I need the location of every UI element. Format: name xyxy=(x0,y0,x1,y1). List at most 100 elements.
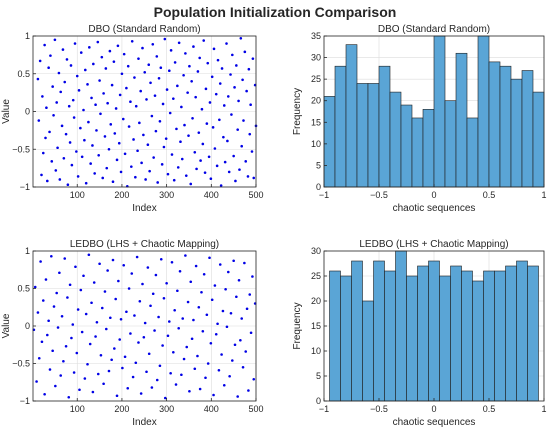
scatter-point xyxy=(243,50,247,54)
scatter-point xyxy=(114,107,118,110)
scatter-point xyxy=(67,104,71,108)
histogram-bar xyxy=(334,65,347,188)
histogram-bar xyxy=(527,265,539,402)
scatter-point xyxy=(182,357,186,361)
scatter-point xyxy=(233,86,236,89)
scatter-point xyxy=(91,390,95,394)
scatter-point xyxy=(208,256,211,260)
scatter-point xyxy=(90,301,93,305)
scatter-point xyxy=(234,179,237,183)
scatter-point xyxy=(247,67,251,71)
scatter-point xyxy=(53,38,57,42)
scatter-point xyxy=(192,45,195,48)
scatter-point xyxy=(82,274,85,278)
ledbo-hist-ticks xyxy=(323,250,545,402)
scatter-point xyxy=(137,341,140,344)
scatter-point xyxy=(174,383,178,386)
scatter-point xyxy=(214,92,218,96)
ledbo-hist-ytick-label: 0 xyxy=(316,396,321,406)
scatter-point xyxy=(68,141,72,144)
scatter-point xyxy=(252,176,256,180)
scatter-point xyxy=(75,351,79,355)
scatter-point xyxy=(172,350,175,354)
scatter-point xyxy=(200,107,204,111)
scatter-point xyxy=(76,175,80,178)
scatter-point xyxy=(180,157,184,161)
histogram-bar xyxy=(499,65,512,188)
scatter-point xyxy=(101,176,105,180)
scatter-point xyxy=(196,70,200,73)
dbo-scatter-title: DBO (Standard Random) xyxy=(88,24,200,35)
ledbo-scatter-ytick-label: 0 xyxy=(25,321,30,331)
scatter-point xyxy=(65,58,69,61)
scatter-point xyxy=(201,329,205,333)
histogram-bar xyxy=(356,83,369,188)
scatter-point xyxy=(172,178,176,182)
histogram-bar xyxy=(439,275,451,402)
scatter-point xyxy=(104,327,108,331)
scatter-point xyxy=(244,350,248,353)
scatter-point xyxy=(169,49,173,52)
ledbo-scatter-ytick-label: 1 xyxy=(25,246,30,256)
dbo-hist-ytick-label: 15 xyxy=(311,117,321,127)
scatter-point xyxy=(165,281,168,285)
histogram-bar xyxy=(521,70,534,188)
scatter-point xyxy=(192,318,195,322)
ledbo-scatter-ytick-label: 0.5 xyxy=(17,284,30,294)
scatter-point xyxy=(114,297,117,301)
figure-title: Population Initialization Comparison xyxy=(154,4,397,20)
scatter-point xyxy=(197,131,201,134)
scatter-point xyxy=(218,263,222,266)
scatter-point xyxy=(134,361,138,365)
scatter-point xyxy=(41,151,45,155)
scatter-point xyxy=(116,44,120,48)
scatter-point xyxy=(245,307,249,311)
scatter-point xyxy=(72,116,76,119)
scatter-point xyxy=(95,129,98,132)
scatter-point xyxy=(38,59,42,63)
scatter-point xyxy=(238,168,241,171)
scatter-point xyxy=(249,331,253,335)
scatter-point xyxy=(163,396,167,400)
histogram-bar xyxy=(472,280,484,402)
scatter-point xyxy=(99,353,103,357)
scatter-point xyxy=(95,320,99,324)
scatter-point xyxy=(60,124,64,128)
histogram-bar xyxy=(367,83,380,188)
scatter-point xyxy=(56,146,59,150)
scatter-point xyxy=(250,150,254,153)
histogram-bar xyxy=(516,260,528,402)
scatter-point xyxy=(147,63,151,66)
histogram-bar xyxy=(378,65,391,188)
scatter-point xyxy=(133,314,136,317)
scatter-point xyxy=(63,257,67,260)
scatter-point xyxy=(130,39,134,43)
scatter-point xyxy=(134,104,138,108)
scatter-point xyxy=(61,48,65,51)
ledbo-hist-xtick-label: 0.5 xyxy=(483,404,496,414)
scatter-point xyxy=(125,310,128,314)
scatter-point xyxy=(71,323,75,326)
histogram-bar xyxy=(345,44,358,188)
scatter-point xyxy=(162,296,166,300)
scatter-point xyxy=(58,178,62,181)
scatter-point xyxy=(176,84,179,88)
dbo-scatter-ytick-label: 0.5 xyxy=(17,69,30,79)
scatter-point xyxy=(54,169,58,172)
scatter-point xyxy=(160,163,164,166)
scatter-point xyxy=(188,389,191,393)
scatter-point xyxy=(232,259,235,263)
scatter-point xyxy=(229,73,232,76)
scatter-point xyxy=(102,382,105,386)
histogram-bar xyxy=(461,270,473,402)
scatter-point xyxy=(186,300,190,304)
ledbo-scatter-chart: 100 200 300 400 500 −1 −0.5 0 0.5 1 LEDBO (LHS + C… xyxy=(1,239,264,428)
scatter-point xyxy=(170,153,174,156)
dbo-hist-ylabel: Frequency xyxy=(292,88,303,135)
scatter-point xyxy=(227,170,231,174)
dbo-hist-xtick-label: 1 xyxy=(541,190,546,200)
scatter-point xyxy=(239,36,243,40)
scatter-point xyxy=(168,320,171,323)
dbo-scatter-ytick-label: −1 xyxy=(20,182,30,192)
scatter-point xyxy=(119,317,123,321)
